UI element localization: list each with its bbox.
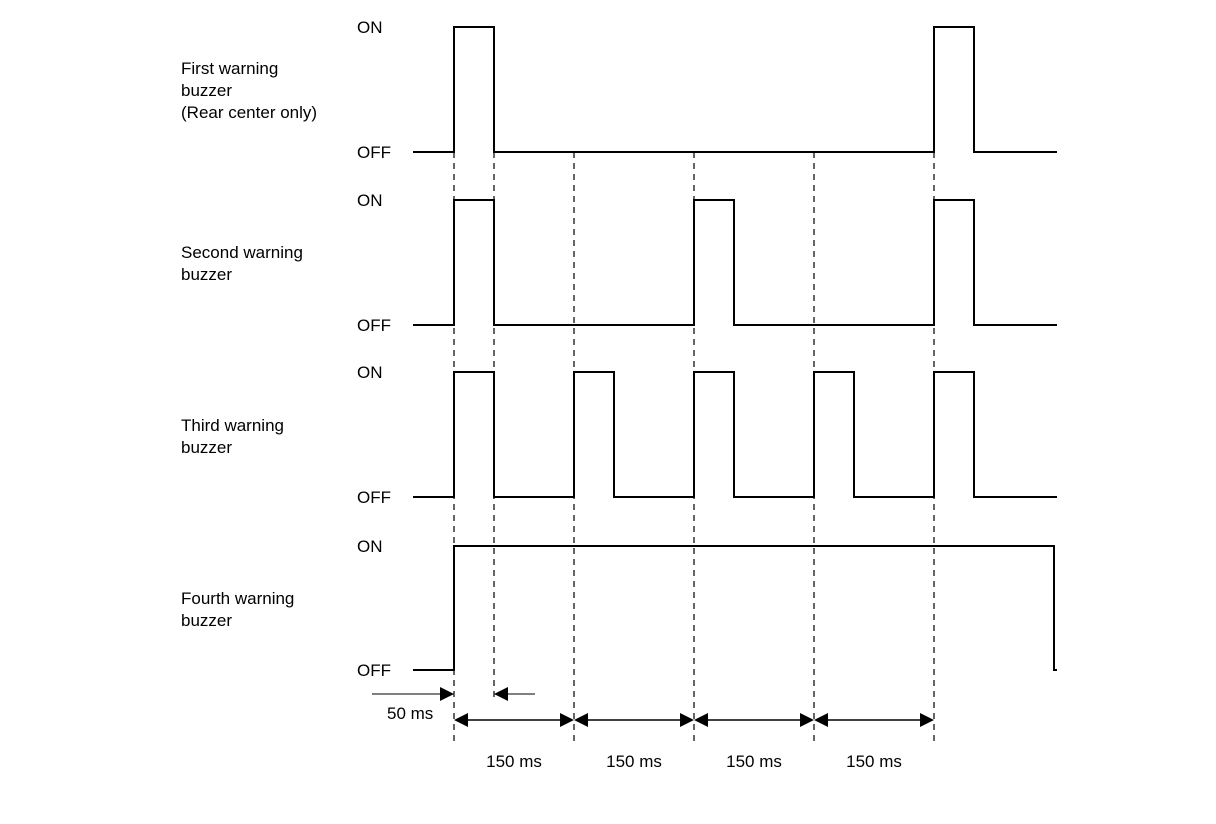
period-arrow-start <box>574 713 588 727</box>
signal-traces <box>413 26 1057 671</box>
period-arrow-start <box>814 713 828 727</box>
off-level-label: OFF <box>357 143 391 162</box>
off-level-label: OFF <box>357 488 391 507</box>
period-arrow-end <box>560 713 574 727</box>
signal-label-line: Third warning <box>181 416 284 435</box>
on-level-label: ON <box>357 363 383 382</box>
signal-trace-4 <box>413 545 1057 671</box>
signal-trace-3 <box>413 371 1057 498</box>
period-arrow-end <box>920 713 934 727</box>
pulse-width-arrow-right <box>494 687 508 701</box>
off-level-label: OFF <box>357 661 391 680</box>
on-level-label: ON <box>357 18 383 37</box>
signal-label-line: Fourth warning <box>181 589 294 608</box>
signal-label-line: First warning <box>181 59 278 78</box>
signal-trace-2 <box>413 199 1057 326</box>
period-arrow-start <box>454 713 468 727</box>
signal-trace-1 <box>413 26 1057 153</box>
period-arrow-end <box>680 713 694 727</box>
pulse-width-arrow-left <box>440 687 454 701</box>
signal-label-line: buzzer <box>181 81 232 100</box>
dimension-annotations: 50 ms 150 ms 150 ms 150 ms 150 ms <box>372 687 934 771</box>
signal-label-3: Third warning buzzer <box>181 416 284 457</box>
signal-label-line: buzzer <box>181 265 232 284</box>
period-label: 150 ms <box>486 752 542 771</box>
on-level-label: ON <box>357 191 383 210</box>
signal-label-line: Second warning <box>181 243 303 262</box>
off-level-label: OFF <box>357 316 391 335</box>
period-arrow-end <box>800 713 814 727</box>
signal-label-line: buzzer <box>181 611 232 630</box>
period-label: 150 ms <box>606 752 662 771</box>
period-arrow-start <box>694 713 708 727</box>
signal-label-line: buzzer <box>181 438 232 457</box>
period-label: 150 ms <box>726 752 782 771</box>
pulse-width-label: 50 ms <box>387 704 433 723</box>
period-label: 150 ms <box>846 752 902 771</box>
signal-label-line: (Rear center only) <box>181 103 317 122</box>
signal-label-2: Second warning buzzer <box>181 243 303 284</box>
signal-label-1: First warning buzzer (Rear center only) <box>181 59 317 122</box>
on-level-label: ON <box>357 537 383 556</box>
signal-label-4: Fourth warning buzzer <box>181 589 294 630</box>
signal-labels: ON OFF First warning buzzer (Rear center onl… <box>181 18 391 680</box>
